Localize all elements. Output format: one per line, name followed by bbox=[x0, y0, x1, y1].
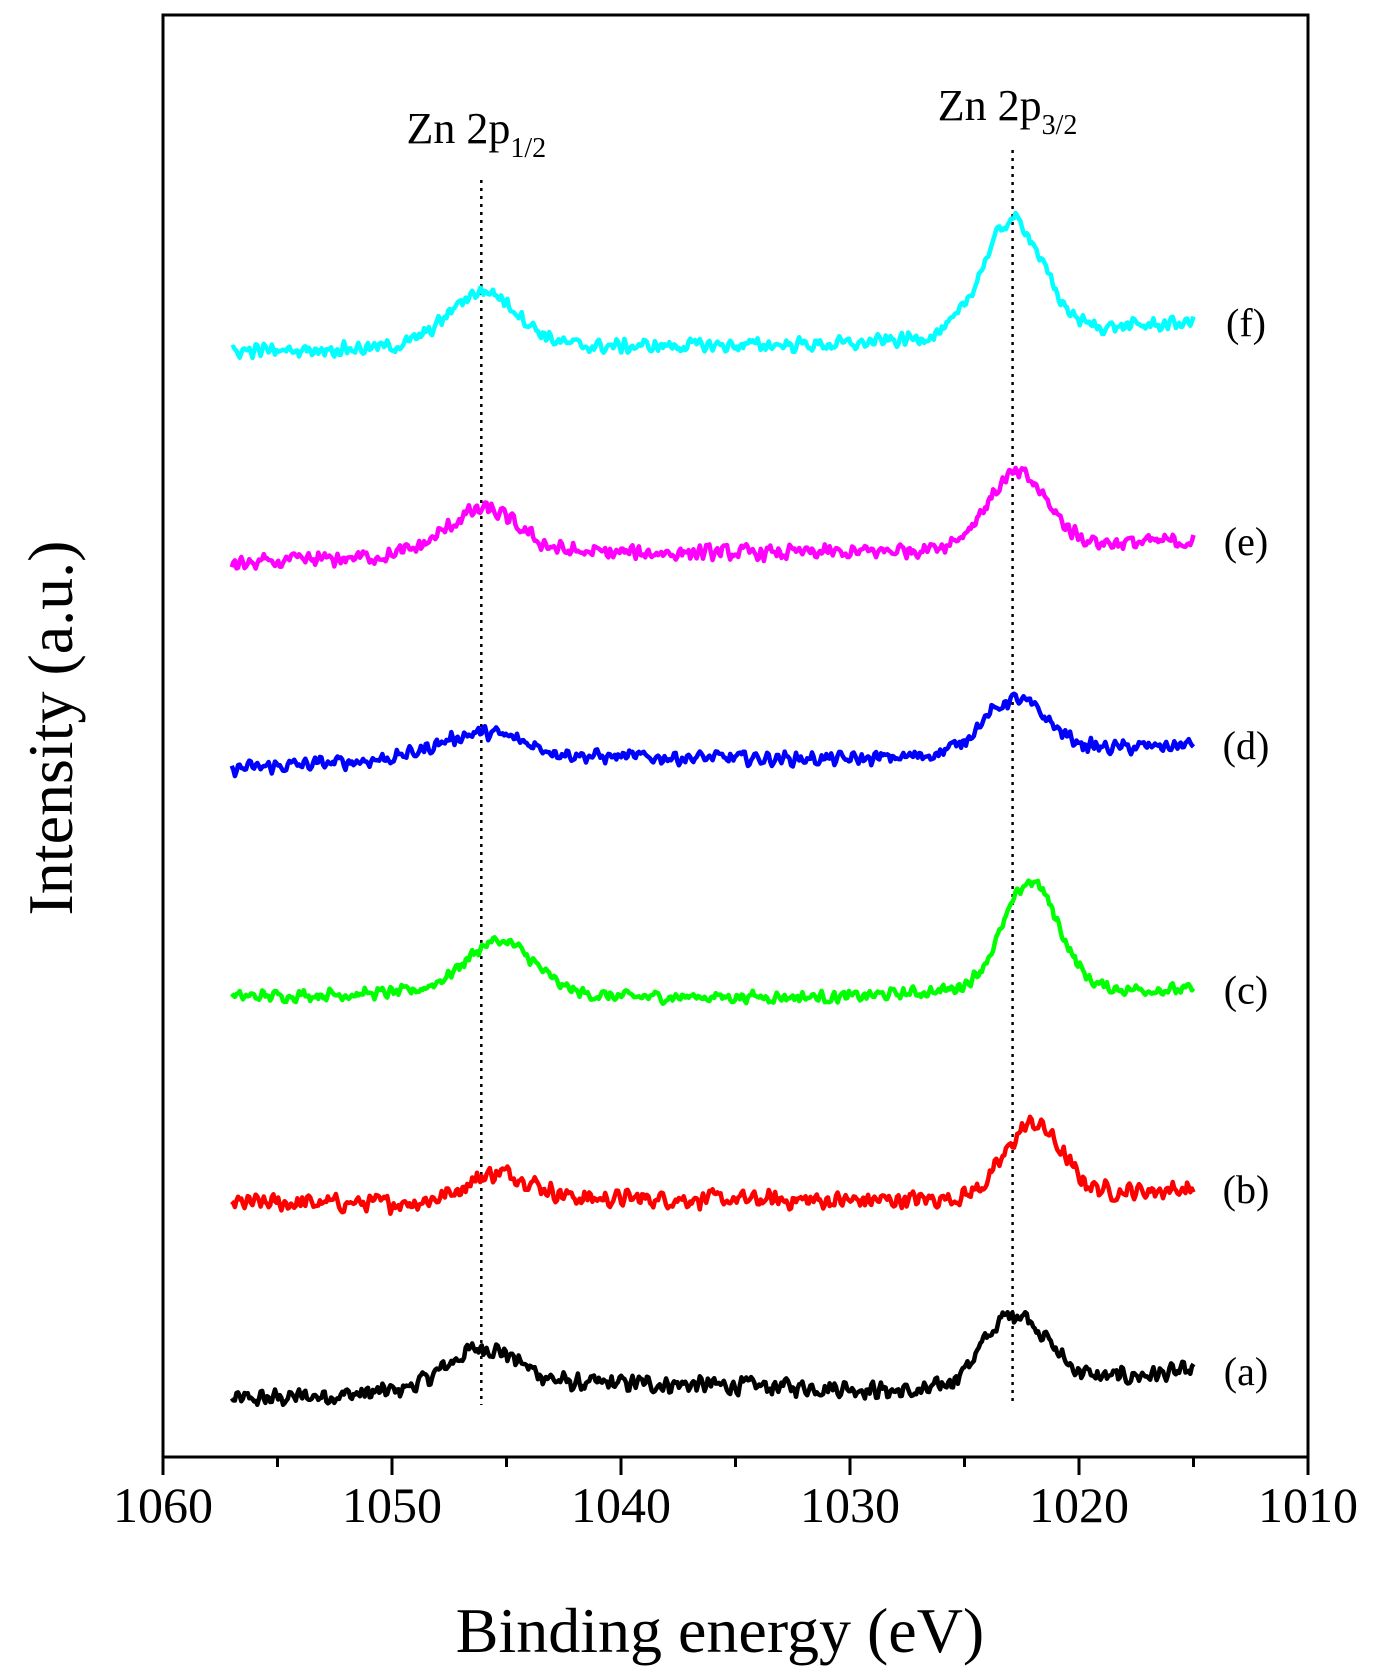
y-axis-title: Intensity (a.u.) bbox=[15, 541, 86, 916]
peak-label: Zn 2p3/2 bbox=[938, 81, 1078, 141]
curve-label-f: (f) bbox=[1226, 300, 1266, 345]
x-tick-label: 1040 bbox=[571, 1477, 671, 1533]
x-tick-label: 1030 bbox=[800, 1477, 900, 1533]
x-axis-title: Binding energy (eV) bbox=[456, 1595, 984, 1666]
reference-lines: Zn 2p1/2 Zn 2p3/2 bbox=[406, 81, 1077, 1405]
curve-label-d: (d) bbox=[1223, 723, 1270, 768]
peak-label: Zn 2p1/2 bbox=[406, 104, 546, 164]
x-tick-label: 1020 bbox=[1029, 1477, 1129, 1533]
curve-label-e: (e) bbox=[1224, 519, 1268, 564]
spectrum-line-d bbox=[229, 691, 1196, 779]
spectra-curves bbox=[229, 210, 1196, 1408]
x-tick-label: 1050 bbox=[342, 1477, 442, 1533]
spectrum-line-c bbox=[230, 878, 1196, 1007]
spectrum-line-b bbox=[230, 1114, 1196, 1216]
x-tick-label: 1010 bbox=[1258, 1477, 1358, 1533]
curve-label-c: (c) bbox=[1224, 968, 1268, 1013]
plot-frame bbox=[161, 13, 1310, 1459]
curve-label-a: (a) bbox=[1224, 1349, 1268, 1394]
spectrum-line-a bbox=[229, 1309, 1196, 1408]
x-axis-ticks: 1060 1050 1040 1030 1020 1010 bbox=[113, 1457, 1358, 1533]
curve-labels: (a) (b) (c) (d) (e) (f) bbox=[1223, 300, 1270, 1394]
spectrum-line-f bbox=[230, 210, 1196, 361]
spectrum-line-e bbox=[229, 465, 1196, 571]
x-tick-label: 1060 bbox=[113, 1477, 213, 1533]
curve-label-b: (b) bbox=[1223, 1167, 1270, 1212]
